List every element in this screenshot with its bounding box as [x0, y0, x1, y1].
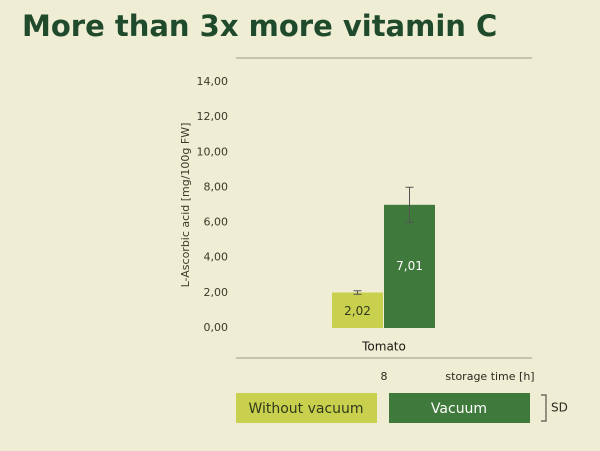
sd-symbol [541, 394, 547, 422]
legend-label: Without vacuum [248, 401, 363, 417]
x-tick-label: Tomato [361, 340, 406, 354]
value-label: 7,01 [396, 259, 423, 273]
bar [332, 292, 383, 328]
y-tick-label: 12,00 [197, 110, 229, 123]
y-tick-label: 2,00 [204, 286, 229, 299]
y-axis-label: L-Ascorbic acid [mg/100g FW] [179, 123, 192, 288]
value-label: 2,02 [344, 304, 371, 318]
sd-label: SD [551, 401, 568, 415]
y-tick-label: 14,00 [197, 75, 229, 88]
y-tick-label: 4,00 [204, 251, 229, 264]
y-tick-label: 6,00 [204, 216, 229, 229]
legend-swatch [389, 393, 530, 423]
y-tick-label: 10,00 [197, 145, 229, 158]
legend-swatch [236, 393, 377, 423]
x-axis-label: storage time [h] [445, 370, 534, 383]
x-value-label: 8 [381, 370, 388, 383]
y-tick-label: 8,00 [204, 180, 229, 193]
chart-title: More than 3x more vitamin C [22, 9, 497, 43]
y-tick-label: 0,00 [204, 321, 229, 334]
bar [384, 204, 435, 328]
legend-label: Vacuum [431, 401, 487, 417]
